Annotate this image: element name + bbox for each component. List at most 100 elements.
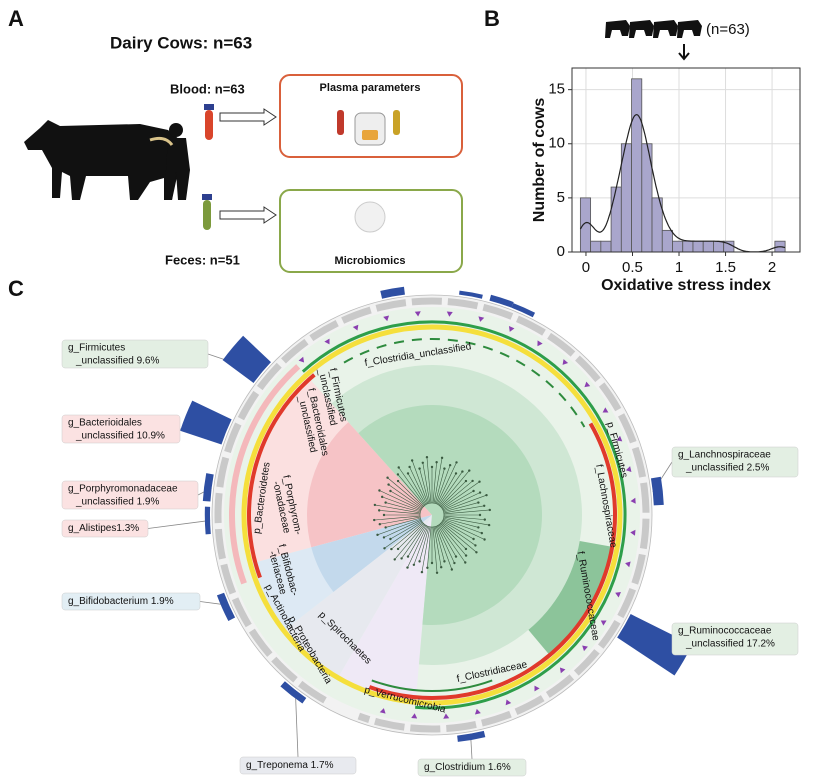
tree-node (488, 508, 491, 512)
bar (672, 240, 684, 253)
cow-icon (629, 20, 654, 38)
marker (379, 708, 386, 714)
marker (584, 381, 591, 388)
marker (443, 713, 450, 719)
tree-node (390, 547, 393, 551)
tree-node (378, 523, 382, 526)
tree-branch (407, 525, 428, 568)
bar (579, 197, 592, 253)
bar (713, 240, 725, 253)
tree-branch (407, 473, 427, 505)
tree-node (393, 558, 396, 561)
tree-branch (385, 517, 421, 528)
blood-tube (205, 110, 213, 140)
marker (505, 699, 512, 706)
tree-node (418, 467, 421, 470)
abundance-bar (180, 400, 232, 445)
tree-branch (379, 490, 422, 511)
icon (337, 110, 344, 135)
marker (352, 324, 359, 331)
tree-branch (385, 502, 421, 513)
tree-branch (434, 526, 445, 562)
tree-node (443, 467, 446, 470)
plot-area (572, 68, 800, 252)
tree-node (406, 555, 410, 558)
tree-node (396, 473, 400, 476)
tree-branch (435, 465, 451, 504)
tree-node (396, 479, 400, 483)
tree-node (483, 518, 486, 521)
icon (354, 112, 386, 146)
tree-node (378, 509, 381, 512)
tree-branch (438, 471, 463, 506)
callout-label: _unclassified 10.9% (75, 431, 165, 442)
tree-node (406, 472, 410, 475)
bar (610, 186, 622, 253)
marker (537, 340, 543, 347)
microbiomics-label: Microbiomics (335, 255, 406, 267)
plot-frame (571, 67, 801, 253)
arrow (219, 206, 277, 224)
y-tick-label: 10 (548, 135, 565, 152)
callout-box (61, 480, 199, 510)
tree-node (397, 466, 400, 469)
tree-node (406, 566, 409, 569)
bar (682, 240, 694, 253)
abundance-bar (280, 681, 307, 704)
tree-node (420, 570, 424, 574)
annotation-arrow (678, 44, 690, 61)
tree-node (478, 513, 482, 517)
tree-branch (442, 492, 481, 511)
x-tick-label: 2 (768, 259, 776, 276)
marker (508, 326, 515, 332)
callout-box (61, 414, 181, 444)
tube-cap (204, 104, 214, 110)
ring (343, 338, 586, 428)
tree-node (478, 491, 482, 494)
tree-node (408, 465, 411, 469)
bar (692, 240, 704, 253)
callout-label: g_Lanchnospiraceae (678, 450, 771, 461)
tree-branch (397, 480, 424, 507)
tree-branch (442, 490, 474, 510)
y-tick-label: 15 (548, 81, 565, 98)
callout-label: _unclassified 9.6% (75, 356, 159, 367)
leader-line (294, 689, 299, 758)
tree-branch (443, 515, 485, 520)
marker (411, 713, 418, 719)
tree-node (464, 561, 467, 564)
ring (229, 364, 301, 585)
abundance-bar (204, 506, 211, 535)
tree-branch (437, 525, 457, 557)
tree-node (454, 555, 458, 558)
cow-icons (605, 20, 702, 38)
cow-icon (605, 20, 630, 38)
marker (630, 529, 636, 536)
tree-node (471, 479, 474, 483)
tree-branch (441, 521, 476, 546)
marker (474, 708, 481, 715)
tree-branch (439, 523, 467, 556)
tree-branch (377, 518, 421, 536)
tree-node (485, 493, 488, 497)
marker (582, 645, 588, 652)
abundance-bar (617, 614, 693, 676)
tree-branch (422, 462, 431, 504)
cow-icon (677, 20, 702, 38)
marker (615, 591, 621, 598)
icon (362, 130, 378, 140)
tree-branch (441, 481, 480, 509)
tree-node (464, 479, 468, 483)
callout-label: _unclassified 1.9% (75, 497, 159, 508)
bar (702, 240, 714, 253)
tree-branch (440, 523, 467, 550)
callout-label: _unclassified 2.5% (685, 463, 769, 474)
tree-node (400, 557, 403, 560)
tree-branch (442, 519, 485, 540)
marker (478, 316, 485, 322)
tree-branch (384, 521, 423, 549)
panel-label: B (484, 6, 500, 31)
x-tick-label: 1.5 (715, 259, 736, 276)
